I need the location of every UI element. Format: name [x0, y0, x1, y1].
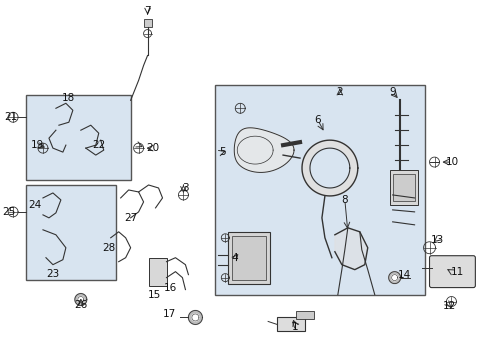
Polygon shape	[310, 148, 350, 188]
Text: 1: 1	[292, 323, 298, 332]
Text: 25: 25	[2, 207, 16, 217]
Text: 28: 28	[102, 243, 115, 253]
Text: 26: 26	[74, 300, 87, 310]
Text: 20: 20	[146, 143, 159, 153]
Text: 6: 6	[315, 115, 321, 125]
Text: 4: 4	[232, 253, 239, 263]
Text: 16: 16	[164, 283, 177, 293]
Polygon shape	[335, 228, 368, 270]
Text: 17: 17	[163, 310, 176, 319]
Polygon shape	[192, 314, 199, 321]
Text: 3: 3	[182, 183, 189, 193]
Bar	[26, 185, 116, 280]
Text: 15: 15	[148, 289, 161, 300]
Bar	[148, 258, 167, 285]
Bar	[228, 232, 270, 284]
Polygon shape	[389, 272, 401, 284]
Text: 7: 7	[144, 6, 151, 15]
Text: 12: 12	[443, 301, 456, 311]
Polygon shape	[78, 297, 84, 302]
Text: 22: 22	[92, 140, 105, 150]
Polygon shape	[189, 311, 202, 324]
Text: 9: 9	[390, 87, 396, 97]
Text: 13: 13	[431, 235, 444, 245]
Bar	[390, 170, 417, 205]
Bar	[232, 236, 266, 280]
Polygon shape	[392, 275, 398, 280]
Text: 24: 24	[28, 200, 42, 210]
Bar	[296, 311, 314, 319]
Text: 18: 18	[62, 93, 75, 103]
Bar	[392, 174, 415, 201]
Text: 11: 11	[451, 267, 464, 276]
Text: 23: 23	[46, 269, 60, 279]
Text: 5: 5	[219, 147, 225, 157]
Bar	[26, 95, 131, 180]
Text: 27: 27	[124, 213, 137, 223]
Text: 21: 21	[4, 112, 18, 122]
Text: 8: 8	[342, 195, 348, 205]
Polygon shape	[234, 128, 294, 172]
Text: 10: 10	[446, 157, 459, 167]
Bar	[215, 85, 424, 294]
Polygon shape	[302, 140, 358, 196]
Polygon shape	[75, 293, 87, 306]
Bar	[144, 19, 151, 27]
Text: 19: 19	[30, 140, 44, 150]
Text: 2: 2	[337, 87, 343, 97]
FancyBboxPatch shape	[430, 256, 475, 288]
Text: 14: 14	[398, 270, 411, 280]
Bar	[277, 318, 305, 332]
